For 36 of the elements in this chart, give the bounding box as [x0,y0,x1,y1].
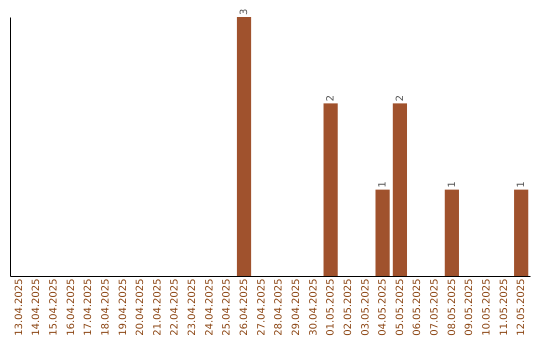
x-tick-label: 22.04.2025 [170,278,181,336]
x-tick-label: 23.04.2025 [187,278,198,336]
data-label: 1 [516,181,528,188]
x-tick-label: 30.04.2025 [308,278,320,336]
x-tick-label: 27.04.2025 [256,278,268,336]
x-tick-label: 02.05.2025 [342,278,354,336]
x-tick-label: 18.04.2025 [100,278,112,336]
data-label: 2 [394,94,406,102]
data-label: 3 [239,8,250,15]
x-tick-label: 29.04.2025 [290,278,302,336]
x-tick-label: 01.05.2025 [326,278,337,336]
x-tick-label: 25.04.2025 [222,278,233,336]
x-tick-label: 12.05.2025 [516,278,528,336]
x-tick-label: 19.04.2025 [118,278,129,336]
x-tick-label: 04.05.2025 [378,278,389,336]
x-tick-label: 14.04.2025 [31,278,42,336]
x-tick-label: 21.04.2025 [152,278,164,336]
x-tick-label: 05.05.2025 [394,278,406,336]
x-tick-label: 09.05.2025 [464,278,476,336]
x-tick-label: 07.05.2025 [430,278,441,336]
x-tick-label: 08.05.2025 [446,278,458,336]
x-tick-label: 06.05.2025 [412,278,424,336]
x-tick-label: 11.05.2025 [498,278,510,336]
x-tick-label: 03.05.2025 [360,278,372,336]
x-tick-label: 16.04.2025 [66,278,77,336]
x-tick-label: 15.04.2025 [48,278,60,336]
x-tick-label: 26.04.2025 [239,278,250,336]
x-tick-label: 28.04.2025 [274,278,285,336]
data-label: 1 [446,181,458,188]
x-tick-label: 17.04.2025 [83,278,94,336]
x-tick-label: 24.04.2025 [204,278,216,336]
x-tick-label: 10.05.2025 [482,278,493,336]
data-label: 2 [326,94,337,102]
data-label: 1 [378,181,389,188]
x-tick-label: 20.04.2025 [135,278,146,336]
x-tick-label: 13.04.2025 [14,278,25,336]
